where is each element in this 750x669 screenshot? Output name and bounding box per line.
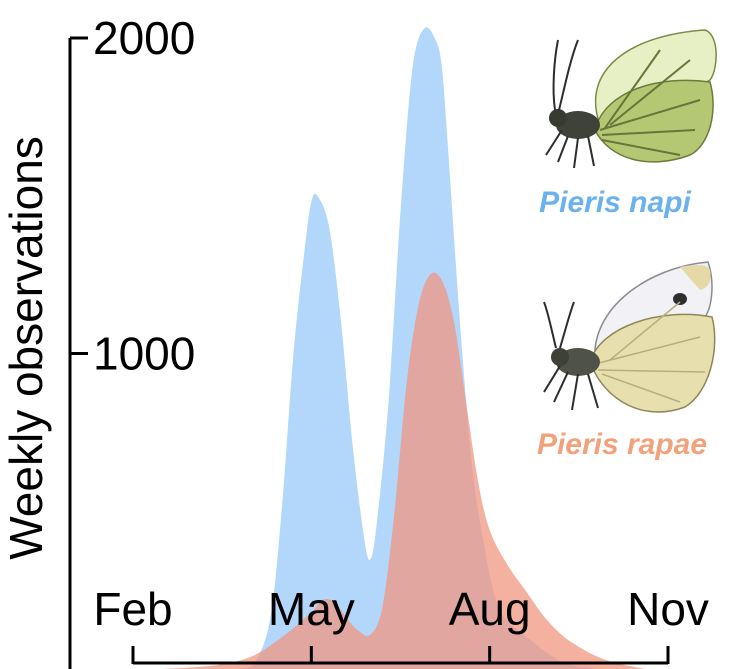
x-tick-label: May bbox=[268, 583, 355, 635]
y-tick-label: 2000 bbox=[93, 12, 195, 64]
x-tick-group: Feb May Aug Nov bbox=[93, 583, 709, 664]
pieris-napi-label: Pieris napi bbox=[539, 186, 691, 219]
x-tick-label: Nov bbox=[627, 583, 709, 635]
area-pieris-rapae bbox=[162, 272, 645, 669]
pieris-rapae-label: Pieris rapae bbox=[537, 428, 707, 461]
y-tick-label: 1000 bbox=[93, 328, 195, 380]
y-tick-group: 1000 2000 bbox=[70, 12, 195, 380]
x-tick-label: Aug bbox=[449, 583, 531, 635]
x-tick-label: Feb bbox=[93, 583, 172, 635]
pieris-napi-illustration bbox=[545, 29, 717, 169]
pieris-rapae-illustration bbox=[543, 261, 716, 413]
area-series-group bbox=[162, 27, 645, 669]
y-axis-title: Weekly observations bbox=[0, 136, 52, 560]
